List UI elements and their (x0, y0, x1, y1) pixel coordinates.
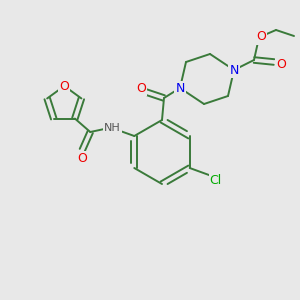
Text: O: O (136, 82, 146, 94)
Text: O: O (276, 58, 286, 71)
Text: O: O (256, 31, 266, 44)
Text: N: N (229, 64, 239, 76)
Text: NH: NH (104, 123, 121, 133)
Text: O: O (77, 152, 87, 164)
Text: N: N (175, 82, 185, 94)
Text: Cl: Cl (210, 173, 222, 187)
Text: O: O (59, 80, 69, 92)
